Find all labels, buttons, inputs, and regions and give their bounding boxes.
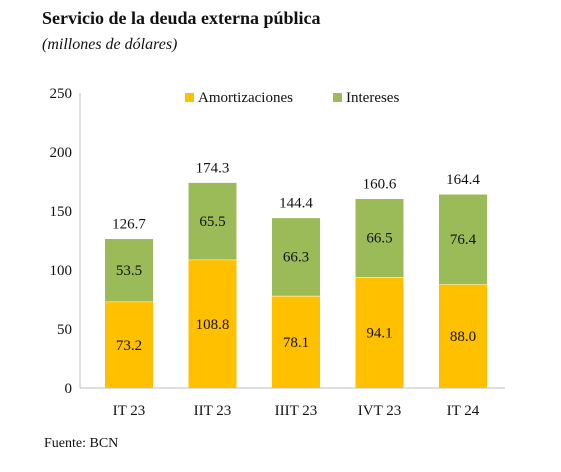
y-tick-label: 100	[50, 263, 73, 279]
legend-swatch	[185, 93, 194, 102]
y-tick-label: 250	[50, 86, 73, 102]
bar-intereses	[272, 217, 320, 296]
source-note: Fuente: BCN	[44, 436, 119, 451]
total-label: 126.7	[112, 216, 146, 232]
data-label: 66.5	[366, 231, 392, 247]
bar-intereses	[105, 238, 153, 302]
legend-swatch	[333, 93, 342, 102]
data-label: 65.5	[199, 214, 225, 230]
chart-title: Servicio de la deuda externa pública	[42, 8, 321, 28]
bar-amortizaciones	[439, 284, 487, 388]
data-label: 53.5	[116, 263, 142, 279]
y-tick-label: 200	[50, 145, 73, 161]
x-tick-label: IT 23	[113, 403, 146, 419]
data-label: 108.8	[196, 317, 230, 333]
data-label: 88.0	[450, 329, 476, 345]
data-label: 76.4	[450, 232, 477, 248]
total-label: 174.3	[196, 160, 230, 176]
total-label: 144.4	[279, 196, 313, 212]
data-label: 78.1	[283, 335, 309, 351]
y-tick-label: 50	[57, 322, 72, 338]
bar-amortizaciones	[355, 276, 404, 388]
legend-label: Amortizaciones	[198, 90, 293, 106]
total-label: 160.6	[363, 176, 397, 192]
bar-intereses	[188, 182, 237, 260]
bar-intereses	[355, 198, 404, 277]
x-tick-label: IIT 23	[194, 403, 232, 419]
data-label: 94.1	[366, 325, 392, 341]
bar-amortizaciones	[105, 301, 153, 388]
bar-amortizaciones	[272, 295, 320, 388]
y-tick-label: 0	[65, 381, 73, 397]
x-tick-label: IVT 23	[358, 403, 401, 419]
data-label: 66.3	[283, 250, 309, 266]
total-label: 164.4	[446, 172, 480, 188]
bar-amortizaciones	[188, 259, 237, 388]
legend-label: Intereses	[346, 90, 399, 106]
y-tick-label: 150	[50, 204, 73, 220]
x-tick-label: IT 24	[447, 403, 480, 419]
data-label: 73.2	[116, 338, 142, 354]
x-tick-label: IIIT 23	[275, 403, 318, 419]
chart-subtitle: (millones de dólares)	[42, 36, 178, 53]
bar-intereses	[439, 194, 487, 285]
